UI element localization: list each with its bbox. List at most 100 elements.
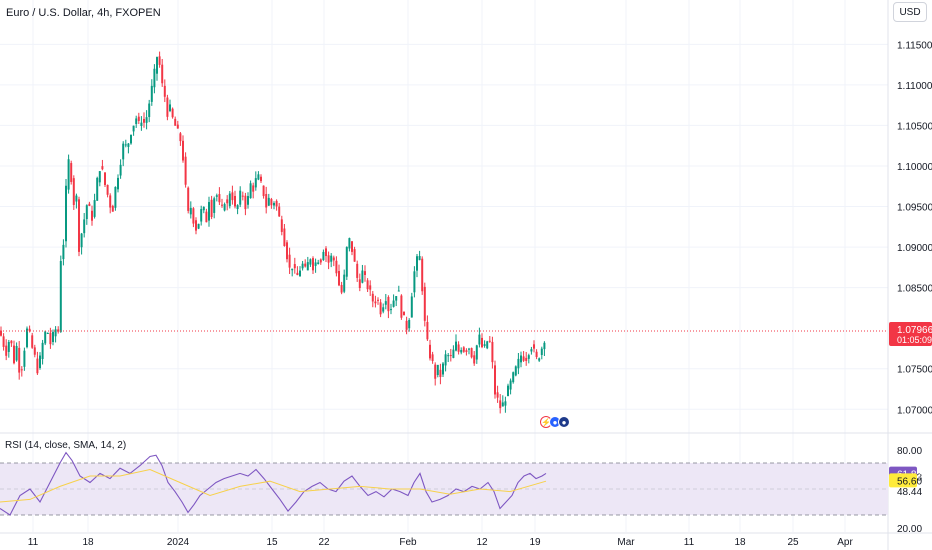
eu-flag-icon[interactable]: ● xyxy=(558,416,570,428)
candle-body xyxy=(434,364,437,379)
candle-body xyxy=(543,342,546,350)
axes: 11 18 2024 15 22 Feb 12 19 Mar 11 18 25 Apr 1.11500 1.… xyxy=(28,40,932,548)
candle-body xyxy=(343,274,346,292)
candle-body xyxy=(395,296,398,301)
candle-body xyxy=(135,118,138,124)
candle-body xyxy=(2,336,5,347)
candle-body xyxy=(429,344,431,359)
candle-body xyxy=(403,311,405,316)
candle-body xyxy=(158,56,161,65)
candle-body xyxy=(473,355,476,364)
candle-body xyxy=(265,194,268,208)
candle-body xyxy=(244,195,247,210)
candle-body xyxy=(88,203,91,206)
candle-body xyxy=(387,297,390,312)
candle-body xyxy=(309,259,312,265)
currency-button[interactable]: USD xyxy=(893,2,927,22)
candle-body xyxy=(260,176,262,182)
x-tick-label: 2024 xyxy=(167,537,190,548)
y-tick-label: 1.10000 xyxy=(897,162,932,173)
candle-body xyxy=(148,103,151,118)
candle-body xyxy=(449,355,452,357)
x-tick-label: Apr xyxy=(837,537,853,548)
rsi-y-tick-label: 48.44 xyxy=(897,487,922,498)
candle-body xyxy=(106,184,109,195)
x-tick-label: 18 xyxy=(734,537,746,548)
candle-body xyxy=(514,366,517,376)
candle-body xyxy=(304,263,307,267)
candle-body xyxy=(353,249,356,262)
candle-body xyxy=(540,348,543,355)
candle-body xyxy=(325,248,327,257)
current-price-badge xyxy=(889,321,932,346)
candle-body xyxy=(499,400,502,409)
candle-body xyxy=(338,270,340,286)
rsi-y-tick-label: 20.00 xyxy=(897,524,922,535)
candle-body xyxy=(382,307,385,312)
candle-body xyxy=(247,196,249,205)
rsi-y-tick-label: 80.00 xyxy=(897,446,922,457)
candle-body xyxy=(166,97,169,117)
candle-body xyxy=(18,347,21,373)
candle-body xyxy=(405,320,408,330)
countdown-label: 01:05:09 xyxy=(897,335,932,345)
candle-body xyxy=(457,344,460,352)
y-tick-label: 1.07500 xyxy=(897,365,932,376)
candle-body xyxy=(442,363,444,375)
symbol-title[interactable]: Euro / U.S. Dollar, 4h, FXOPEN xyxy=(6,7,161,19)
candle-body xyxy=(49,332,52,345)
candle-body xyxy=(130,134,132,144)
candle-body xyxy=(41,342,44,359)
candle-body xyxy=(501,402,504,407)
candle-body xyxy=(351,241,353,252)
candle-body xyxy=(75,195,78,202)
candle-body xyxy=(44,331,47,344)
candle-body xyxy=(426,321,429,340)
candle-body xyxy=(184,156,187,185)
candle-body xyxy=(140,122,143,127)
candle-body xyxy=(127,143,130,147)
candle-body xyxy=(36,358,39,374)
candle-body xyxy=(5,345,8,356)
rsi-ma-line xyxy=(0,468,547,503)
candle-body xyxy=(91,210,93,221)
x-tick-label: 25 xyxy=(787,537,799,548)
candle-body xyxy=(213,198,216,213)
candle-body xyxy=(280,219,283,232)
candle-body xyxy=(104,172,106,185)
candle-body xyxy=(215,195,218,197)
y-tick-label: 1.08500 xyxy=(897,284,932,295)
candle-body xyxy=(481,337,483,348)
candle-body xyxy=(252,185,255,192)
events-group[interactable]: ⚡ ● ● xyxy=(540,416,570,428)
candle-body xyxy=(93,200,96,217)
candle-body xyxy=(408,320,411,329)
candle-body xyxy=(187,187,190,211)
candle-body xyxy=(231,192,234,201)
candle-body xyxy=(525,357,528,361)
candle-body xyxy=(189,207,192,215)
candle-body xyxy=(143,118,145,123)
candle-body xyxy=(533,344,535,349)
candle-body xyxy=(504,401,507,406)
candle-body xyxy=(80,233,83,248)
candle-body xyxy=(67,159,70,190)
candle-body xyxy=(270,199,273,206)
candle-body xyxy=(397,290,400,292)
candle-body xyxy=(228,193,231,207)
candle-body xyxy=(205,211,208,223)
candle-body xyxy=(59,261,62,332)
candle-body xyxy=(423,286,426,321)
candle-body xyxy=(163,85,166,97)
candle-body xyxy=(468,348,470,350)
candle-body xyxy=(538,358,541,361)
candle-body xyxy=(530,349,533,352)
candle-body xyxy=(13,345,15,364)
candle-body xyxy=(98,171,101,183)
candle-body xyxy=(330,255,333,262)
candle-body xyxy=(322,251,325,261)
rsi-title[interactable]: RSI (14, close, SMA, 14, 2) xyxy=(5,440,127,451)
candle-body xyxy=(345,247,348,277)
candle-body xyxy=(239,190,242,205)
